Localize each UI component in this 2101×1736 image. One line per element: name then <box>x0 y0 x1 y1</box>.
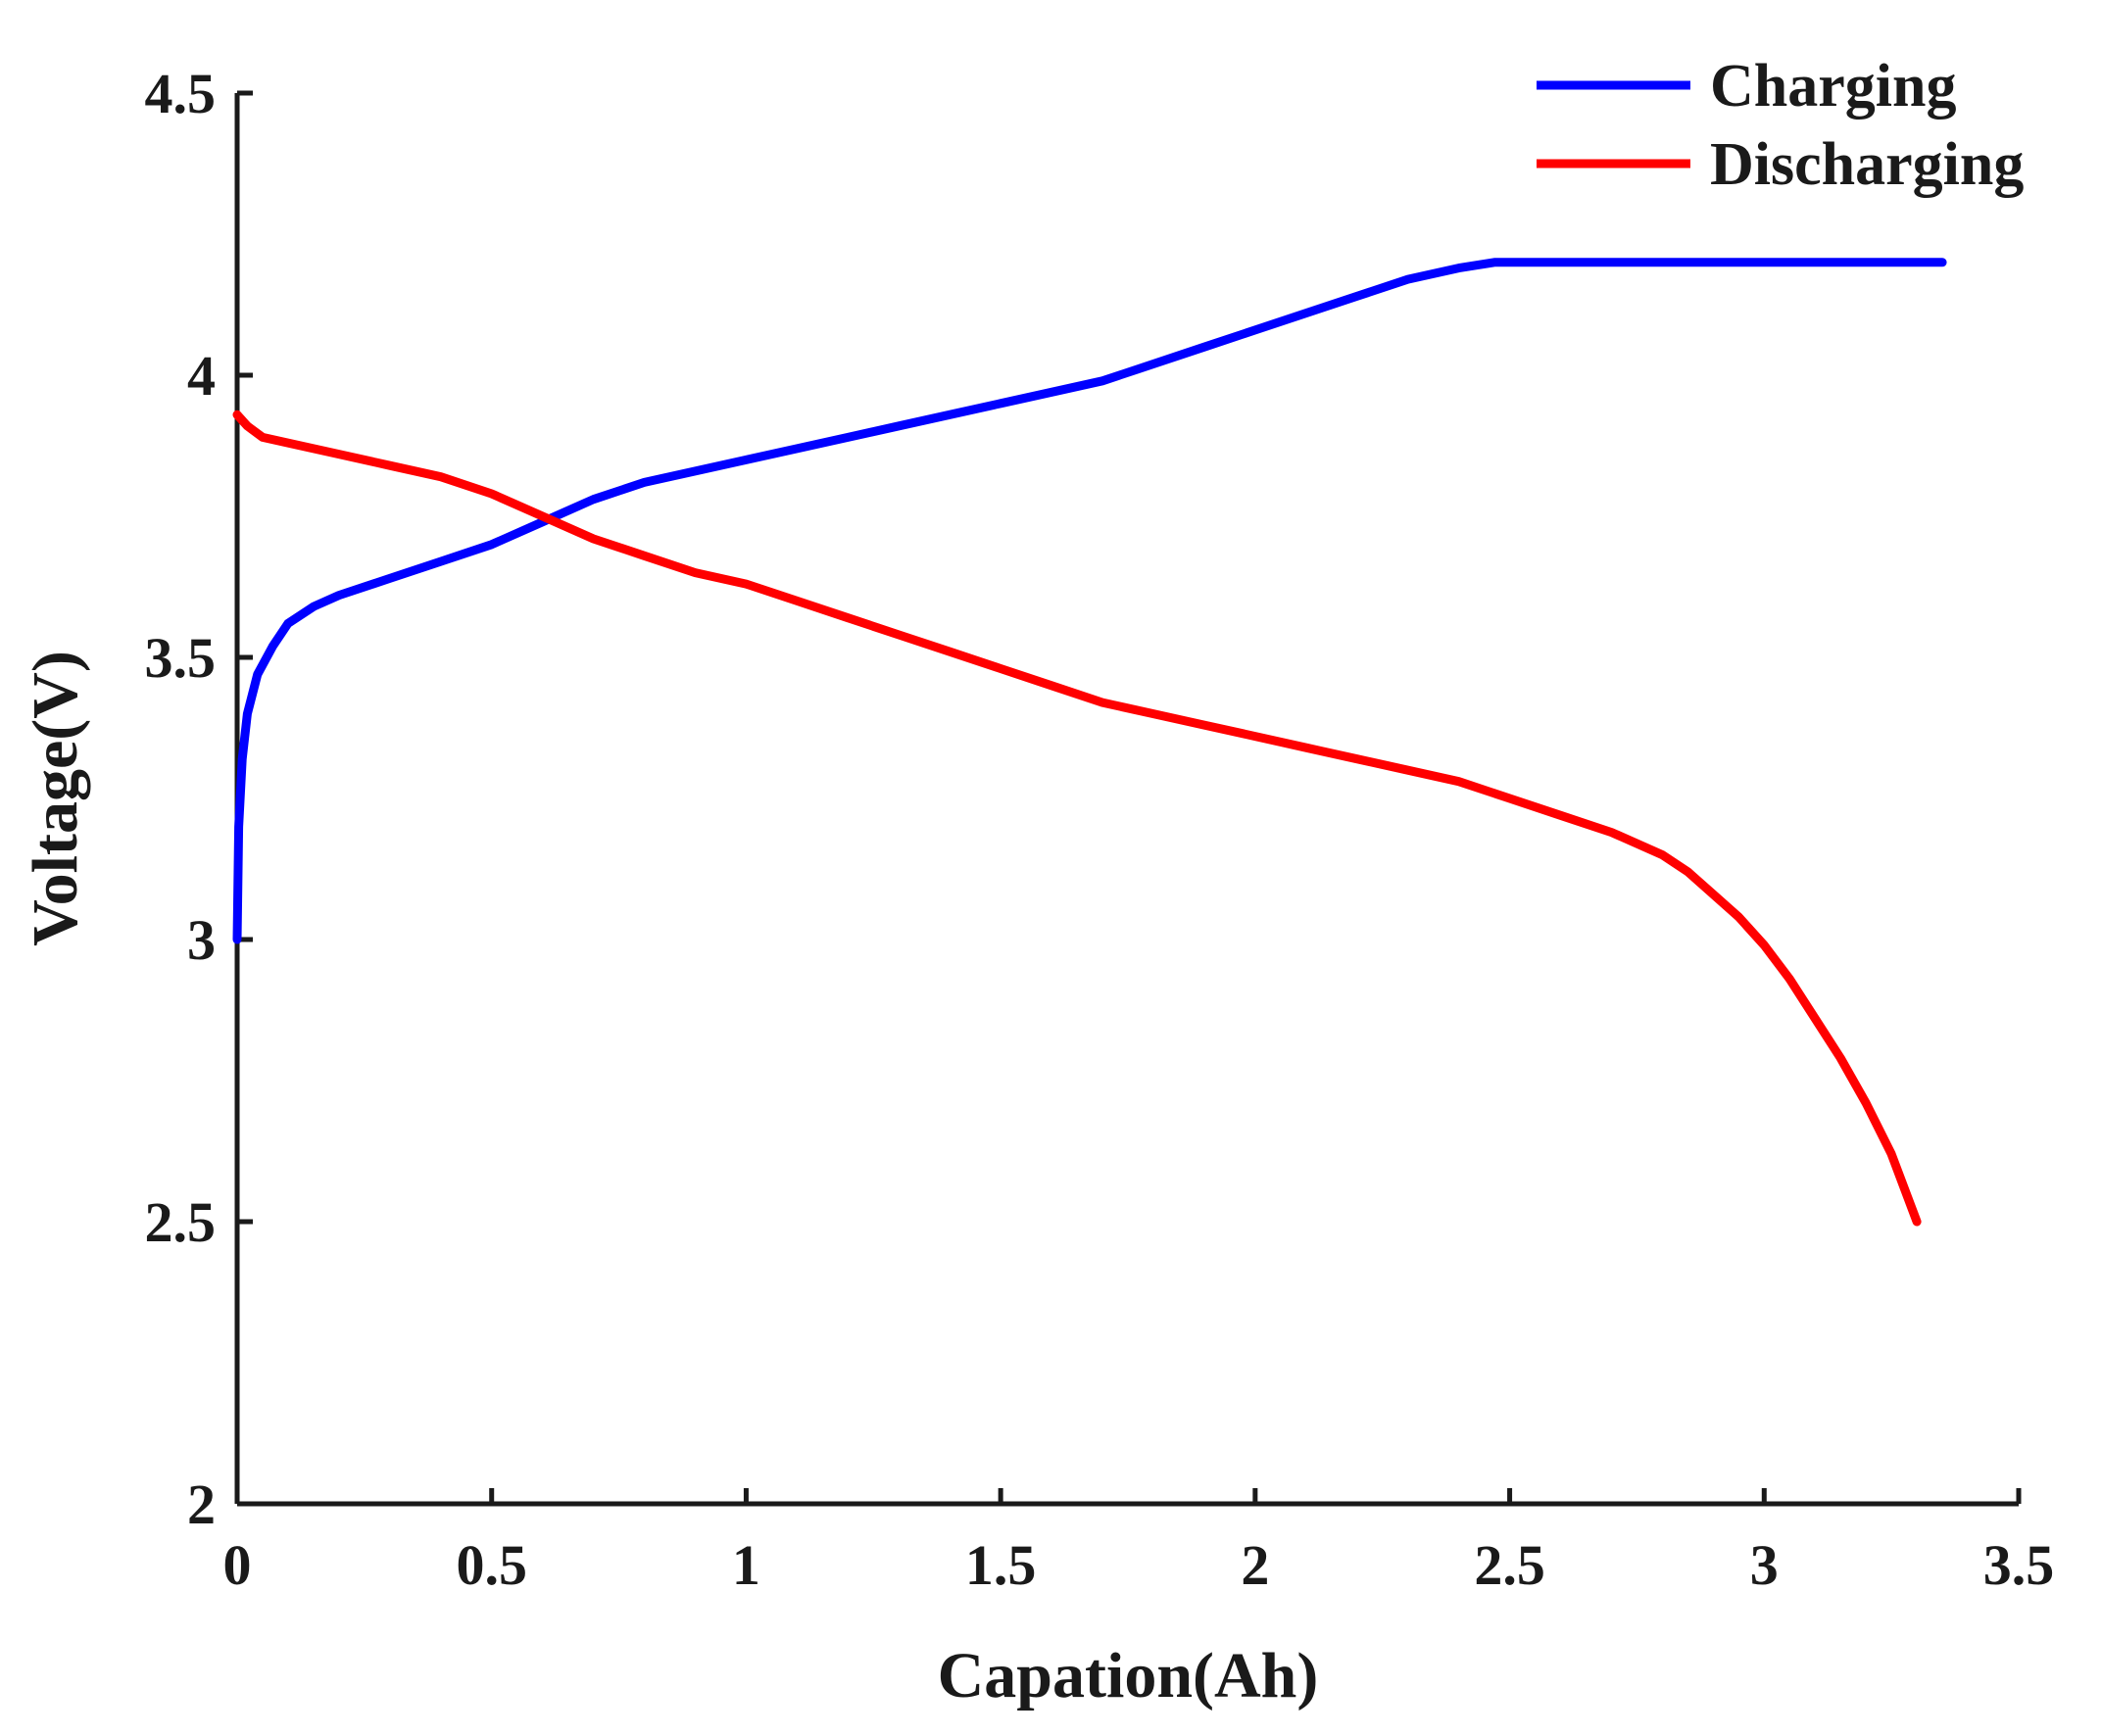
x-tick-label: 0 <box>223 1533 252 1597</box>
axes <box>237 93 2019 1504</box>
x-tick-label: 0.5 <box>456 1533 527 1597</box>
y-tick-label: 2 <box>187 1472 216 1536</box>
x-tick-label: 3.5 <box>1983 1533 2055 1597</box>
legend: Charging Discharging <box>1537 53 2024 198</box>
series-line-charging <box>237 263 1942 940</box>
chart: 0 0.5 1 1.5 2 2.5 3 3.5 2 2.5 3 3.5 4 4.5 Capation(A… <box>0 0 2101 1736</box>
x-tick-label: 1 <box>732 1533 760 1597</box>
x-tick-label: 2.5 <box>1474 1533 1545 1597</box>
legend-label-discharging: Discharging <box>1710 131 2024 198</box>
y-tick-label: 3.5 <box>145 626 217 690</box>
x-axis-label: Capation(Ah) <box>938 1640 1319 1712</box>
y-tick-label: 4 <box>187 344 216 408</box>
legend-label-charging: Charging <box>1710 53 1956 120</box>
y-tick-label: 2.5 <box>145 1190 217 1254</box>
y-tick-label: 4.5 <box>145 62 217 125</box>
series-line-discharging <box>237 414 1917 1222</box>
x-tick-label: 3 <box>1750 1533 1779 1597</box>
y-tick-label: 3 <box>187 908 216 972</box>
x-tick-label: 2 <box>1241 1533 1269 1597</box>
series-group <box>237 263 1942 1222</box>
x-tick-label: 1.5 <box>965 1533 1037 1597</box>
y-axis-label: Voltage(V) <box>20 651 91 946</box>
